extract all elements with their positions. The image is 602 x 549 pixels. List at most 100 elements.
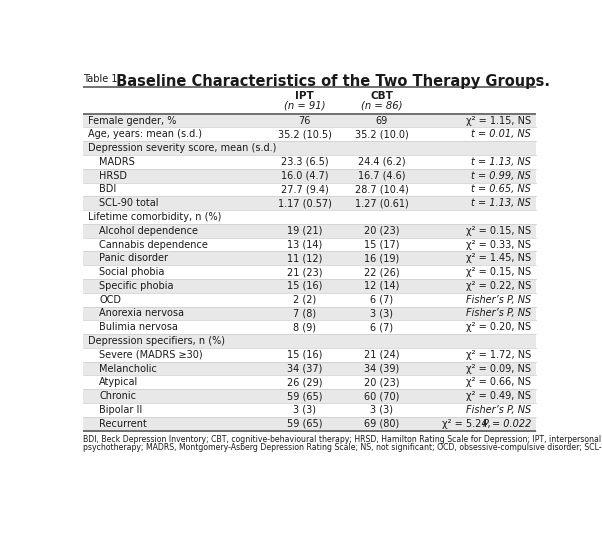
Text: HRSD: HRSD <box>99 171 127 181</box>
Text: (n = 91): (n = 91) <box>284 100 326 110</box>
Text: Atypical: Atypical <box>99 377 138 388</box>
Text: 27.7 (9.4): 27.7 (9.4) <box>281 184 329 194</box>
Text: 13 (14): 13 (14) <box>287 239 323 250</box>
Text: 16.7 (4.6): 16.7 (4.6) <box>358 171 406 181</box>
Text: χ² = 1.45, NS: χ² = 1.45, NS <box>466 253 531 264</box>
Bar <box>83 362 536 376</box>
Text: Social phobia: Social phobia <box>99 267 165 277</box>
Bar <box>83 334 536 348</box>
Text: χ² = 1.72, NS: χ² = 1.72, NS <box>466 350 531 360</box>
Text: BDI: BDI <box>99 184 117 194</box>
Text: t = 1.13, NS: t = 1.13, NS <box>471 198 531 208</box>
Text: psychotherapy; MADRS, Montgomery-Asberg Depression Rating Scale; NS, not signifi: psychotherapy; MADRS, Montgomery-Asberg … <box>83 442 602 452</box>
Text: Depression specifiers, n (%): Depression specifiers, n (%) <box>88 336 225 346</box>
Text: 3 (3): 3 (3) <box>370 309 393 318</box>
Text: Fisher’s P, NS: Fisher’s P, NS <box>466 295 531 305</box>
Text: Depression severity score, mean (s.d.): Depression severity score, mean (s.d.) <box>88 143 276 153</box>
Bar <box>83 306 536 321</box>
Bar <box>83 293 536 306</box>
Bar <box>83 224 536 238</box>
Text: Specific phobia: Specific phobia <box>99 281 174 291</box>
Text: 6 (7): 6 (7) <box>370 322 393 332</box>
Text: 23.3 (6.5): 23.3 (6.5) <box>281 157 329 167</box>
Text: 16 (19): 16 (19) <box>364 253 399 264</box>
Text: 76: 76 <box>299 115 311 126</box>
Bar <box>83 403 536 417</box>
Bar <box>83 251 536 265</box>
Text: Bipolar II: Bipolar II <box>99 405 143 415</box>
Text: Table 1.: Table 1. <box>83 74 120 83</box>
Text: Severe (MADRS ≥30): Severe (MADRS ≥30) <box>99 350 203 360</box>
Bar <box>83 348 536 362</box>
Text: Fisher’s P, NS: Fisher’s P, NS <box>466 405 531 415</box>
Text: 28.7 (10.4): 28.7 (10.4) <box>355 184 409 194</box>
Bar <box>83 376 536 389</box>
Text: IPT: IPT <box>296 91 314 100</box>
Text: Melancholic: Melancholic <box>99 363 157 374</box>
Text: Panic disorder: Panic disorder <box>99 253 169 264</box>
Text: χ² = 0.20, NS: χ² = 0.20, NS <box>466 322 531 332</box>
Text: (n = 86): (n = 86) <box>361 100 403 110</box>
Bar <box>83 265 536 279</box>
Text: 35.2 (10.5): 35.2 (10.5) <box>278 130 332 139</box>
Text: χ² = 0.09, NS: χ² = 0.09, NS <box>466 363 531 374</box>
Text: Baseline Characteristics of the Two Therapy Groups.: Baseline Characteristics of the Two Ther… <box>111 74 550 88</box>
Text: 69 (80): 69 (80) <box>364 419 399 429</box>
Text: 11 (12): 11 (12) <box>287 253 323 264</box>
Text: 24.4 (6.2): 24.4 (6.2) <box>358 157 406 167</box>
Text: OCD: OCD <box>99 295 121 305</box>
Bar <box>83 417 536 430</box>
Bar <box>83 389 536 403</box>
Text: 12 (14): 12 (14) <box>364 281 399 291</box>
Text: 2 (2): 2 (2) <box>293 295 317 305</box>
Text: 1.27 (0.61): 1.27 (0.61) <box>355 198 409 208</box>
Text: Fisher’s P, NS: Fisher’s P, NS <box>466 309 531 318</box>
Text: χ² = 5.24,: χ² = 5.24, <box>442 419 494 429</box>
Text: 34 (39): 34 (39) <box>364 363 399 374</box>
Bar <box>83 141 536 155</box>
Text: χ² = 0.15, NS: χ² = 0.15, NS <box>466 226 531 236</box>
Text: χ² = 0.22, NS: χ² = 0.22, NS <box>466 281 531 291</box>
Text: 26 (29): 26 (29) <box>287 377 323 388</box>
Text: 6 (7): 6 (7) <box>370 295 393 305</box>
Text: Cannabis dependence: Cannabis dependence <box>99 239 208 250</box>
Text: 22 (26): 22 (26) <box>364 267 400 277</box>
Bar <box>83 210 536 224</box>
Text: 69: 69 <box>376 115 388 126</box>
Text: Alcohol dependence: Alcohol dependence <box>99 226 198 236</box>
Text: MADRS: MADRS <box>99 157 135 167</box>
Text: 3 (3): 3 (3) <box>293 405 316 415</box>
Bar <box>83 169 536 182</box>
Text: SCL-90 total: SCL-90 total <box>99 198 159 208</box>
Text: Anorexia nervosa: Anorexia nervosa <box>99 309 184 318</box>
Text: 16.0 (4.7): 16.0 (4.7) <box>281 171 329 181</box>
Text: t = 0.01, NS: t = 0.01, NS <box>471 130 531 139</box>
Text: 3 (3): 3 (3) <box>370 405 393 415</box>
Text: χ² = 0.15, NS: χ² = 0.15, NS <box>466 267 531 277</box>
Text: 59 (65): 59 (65) <box>287 419 323 429</box>
Text: P = 0.022: P = 0.022 <box>483 419 531 429</box>
Text: χ² = 1.15, NS: χ² = 1.15, NS <box>466 115 531 126</box>
Text: Bulimia nervosa: Bulimia nervosa <box>99 322 178 332</box>
Text: 60 (70): 60 (70) <box>364 391 399 401</box>
Text: CBT: CBT <box>370 91 393 100</box>
Text: t = 1.13, NS: t = 1.13, NS <box>471 157 531 167</box>
Text: Chronic: Chronic <box>99 391 136 401</box>
Text: 35.2 (10.0): 35.2 (10.0) <box>355 130 409 139</box>
Text: 15 (16): 15 (16) <box>287 350 323 360</box>
Text: 1.17 (0.57): 1.17 (0.57) <box>278 198 332 208</box>
Bar <box>83 155 536 169</box>
Bar <box>83 127 536 141</box>
Text: 20 (23): 20 (23) <box>364 377 400 388</box>
Text: 7 (8): 7 (8) <box>293 309 316 318</box>
Text: χ² = 0.33, NS: χ² = 0.33, NS <box>466 239 531 250</box>
Text: Female gender, %: Female gender, % <box>88 115 176 126</box>
Text: t = 0.99, NS: t = 0.99, NS <box>471 171 531 181</box>
Text: 20 (23): 20 (23) <box>364 226 400 236</box>
Text: 19 (21): 19 (21) <box>287 226 323 236</box>
Text: 34 (37): 34 (37) <box>287 363 323 374</box>
Text: 8 (9): 8 (9) <box>293 322 316 332</box>
Text: 59 (65): 59 (65) <box>287 391 323 401</box>
Text: Age, years: mean (s.d.): Age, years: mean (s.d.) <box>88 130 202 139</box>
Text: χ² = 0.49, NS: χ² = 0.49, NS <box>466 391 531 401</box>
